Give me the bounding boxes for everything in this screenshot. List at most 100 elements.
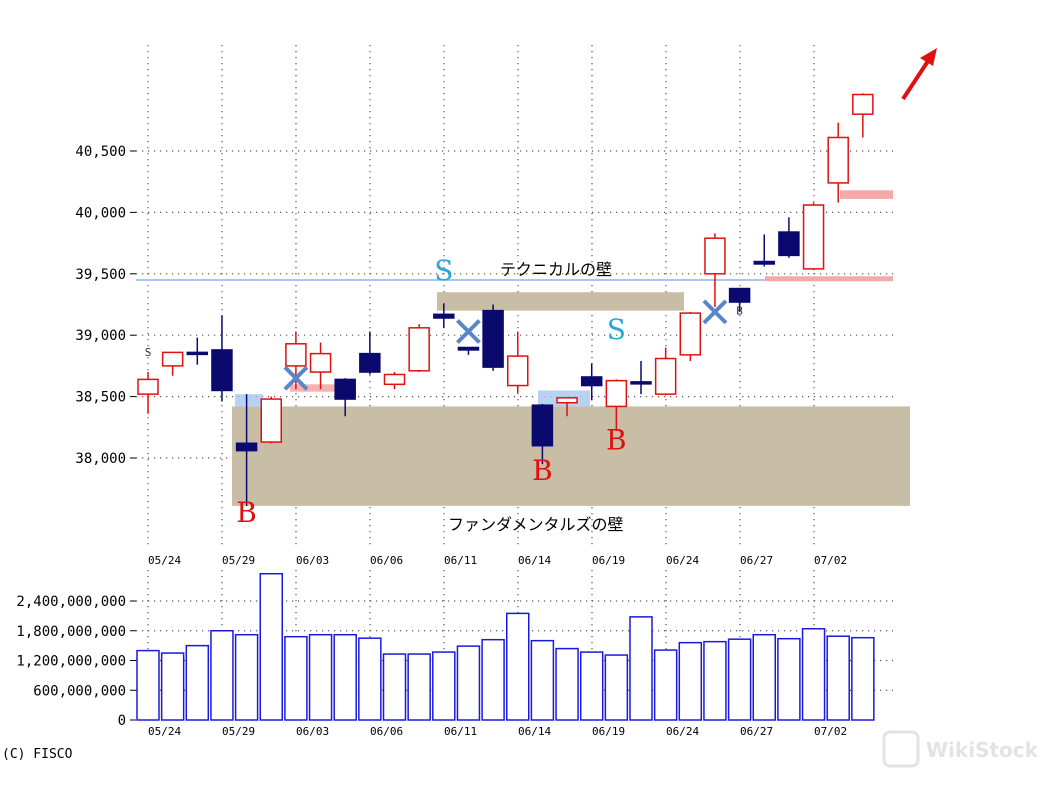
- price-x-tick-label: 06/11: [444, 554, 477, 567]
- resistance-highlight: [290, 384, 338, 392]
- volume-bar: [407, 653, 431, 721]
- cross-stroke: [456, 319, 481, 344]
- cross-mark-icon: [283, 365, 309, 391]
- price-x-tick-label: 06/14: [518, 554, 551, 567]
- candle-body: [556, 397, 578, 404]
- price-tick-label: 40,500: [75, 144, 126, 160]
- fundamental-wall-zone: [232, 406, 910, 506]
- candle-body: [260, 398, 282, 443]
- buy-signal-label: B: [532, 454, 553, 487]
- volume-x-tick-label: 06/27: [740, 725, 773, 738]
- volume-x-tick-label: 06/24: [666, 725, 699, 738]
- candle-body: [605, 379, 628, 408]
- candle-body: [704, 237, 726, 275]
- volume-tick-label: 0: [118, 713, 126, 729]
- candle-body: [507, 355, 529, 387]
- price-tick-label: 39,500: [75, 267, 126, 283]
- candle-body: [778, 231, 800, 257]
- volume-tick-label: 1,800,000,000: [16, 624, 126, 640]
- watermark: WikiStock: [882, 730, 1039, 768]
- volume-bar: [382, 653, 407, 721]
- copyright-text: (C) FISCO: [2, 747, 73, 762]
- volume-bar: [185, 644, 210, 721]
- price-x-tick-label: 05/24: [148, 554, 181, 567]
- volume-bar: [333, 633, 357, 721]
- volume-bar: [506, 612, 530, 721]
- volume-bar: [826, 635, 850, 721]
- volume-x-tick-label: 05/29: [222, 725, 255, 738]
- volume-x-tick-label: 06/19: [592, 725, 625, 738]
- wall-zones: [136, 190, 910, 506]
- volume-tick-label: 600,000,000: [33, 683, 126, 699]
- candle: [580, 363, 603, 401]
- volume-x-tick-label: 05/24: [148, 725, 181, 738]
- candle-body: [359, 352, 381, 373]
- candle: [852, 93, 874, 138]
- technical-wall-zone: [437, 292, 684, 311]
- price-tick-label: 40,000: [75, 205, 126, 221]
- candle-body: [630, 381, 652, 385]
- candle-body: [852, 93, 874, 115]
- candle-body: [186, 351, 209, 356]
- cross-mark-icon: [456, 319, 481, 344]
- volume-bar: [234, 633, 259, 721]
- signal-marker-label: B: [736, 304, 743, 317]
- volume-bar: [456, 645, 481, 721]
- candle: [753, 234, 775, 267]
- buy-signal-label: B: [236, 496, 257, 529]
- candle-body: [285, 343, 307, 367]
- candle: [482, 304, 504, 371]
- volume-bar: [579, 651, 604, 721]
- candle: [260, 396, 282, 444]
- signal-marker-label: S: [145, 346, 152, 359]
- resistance-highlight: [840, 190, 893, 199]
- resistance-highlight: [765, 276, 893, 282]
- volume-bar: [358, 637, 382, 721]
- candle-body: [137, 378, 159, 395]
- candle: [704, 233, 726, 307]
- volume-bar: [851, 636, 875, 721]
- candlestick-series: [137, 93, 874, 506]
- volume-bar: [160, 652, 185, 721]
- technical-wall-label: テクニカルの壁: [500, 260, 612, 279]
- volume-bar: [653, 649, 678, 721]
- price-tick-label: 38,000: [75, 451, 126, 467]
- candle-body: [235, 442, 258, 452]
- volume-bar: [752, 633, 776, 721]
- volume-x-tick-label: 07/02: [814, 725, 847, 738]
- candle-body: [654, 357, 677, 395]
- price-tick-label: 39,000: [75, 328, 126, 344]
- cross-stroke: [283, 365, 309, 391]
- candle-body: [482, 309, 504, 368]
- candle-body: [161, 351, 184, 367]
- candle: [654, 347, 677, 396]
- candle-body: [753, 260, 775, 265]
- candle-body: [728, 287, 751, 303]
- candle: [778, 217, 800, 258]
- volume-bar: [530, 639, 555, 721]
- candle-body: [802, 204, 825, 270]
- volume-bar: [801, 628, 826, 721]
- volume-tick-label: 2,400,000,000: [16, 594, 126, 610]
- candle: [137, 372, 159, 414]
- price-x-tick-label: 05/29: [222, 554, 255, 567]
- cross-mark-icon: [702, 299, 728, 325]
- candle: [408, 324, 430, 373]
- price-tick-label: 38,500: [75, 390, 126, 406]
- candle: [507, 331, 529, 393]
- candle-body: [457, 346, 480, 351]
- volume-x-tick-label: 06/03: [296, 725, 329, 738]
- volume-tick-label: 1,200,000,000: [16, 654, 126, 670]
- volume-x-tick-label: 06/06: [370, 725, 403, 738]
- candle: [802, 202, 825, 271]
- price-x-tick-label: 06/06: [370, 554, 403, 567]
- volume-x-tick-label: 06/11: [444, 725, 477, 738]
- cross-stroke: [702, 299, 728, 325]
- axes: 38,000 38,500 39,000 39,500 40,000 40,500 05/2…: [16, 144, 847, 738]
- sell-signal-label: S: [434, 254, 453, 287]
- candle: [334, 378, 356, 417]
- volume-bar: [284, 635, 308, 721]
- candle: [556, 397, 578, 417]
- candle: [211, 315, 233, 402]
